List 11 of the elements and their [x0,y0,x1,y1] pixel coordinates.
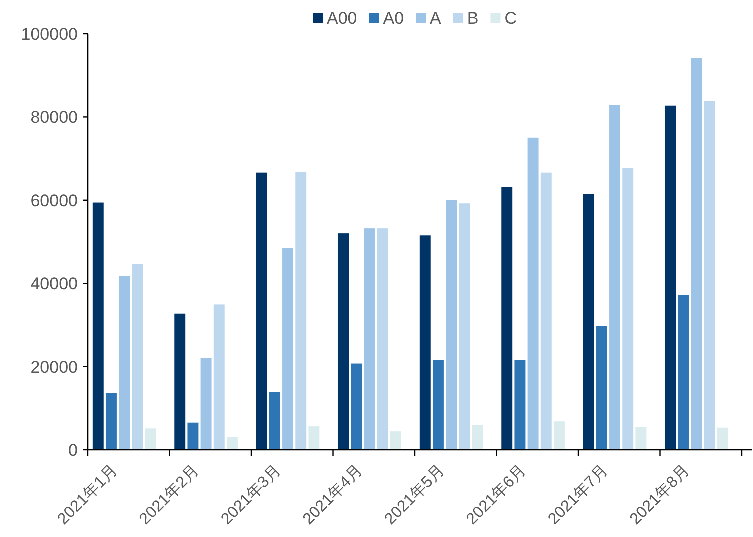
legend-label: A0 [383,9,404,28]
y-tick-label: 0 [68,441,78,460]
y-tick-label: 100000 [21,25,78,44]
legend-label: C [504,9,518,28]
legend-label: A [430,9,442,28]
legend-label: B [467,9,479,28]
y-tick-label: 20000 [30,358,78,377]
y-tick-label: 40000 [30,274,78,294]
y-tick-label: 80000 [30,108,78,128]
legend-label: A00 [326,9,358,28]
y-tick-label: 60000 [30,191,78,210]
